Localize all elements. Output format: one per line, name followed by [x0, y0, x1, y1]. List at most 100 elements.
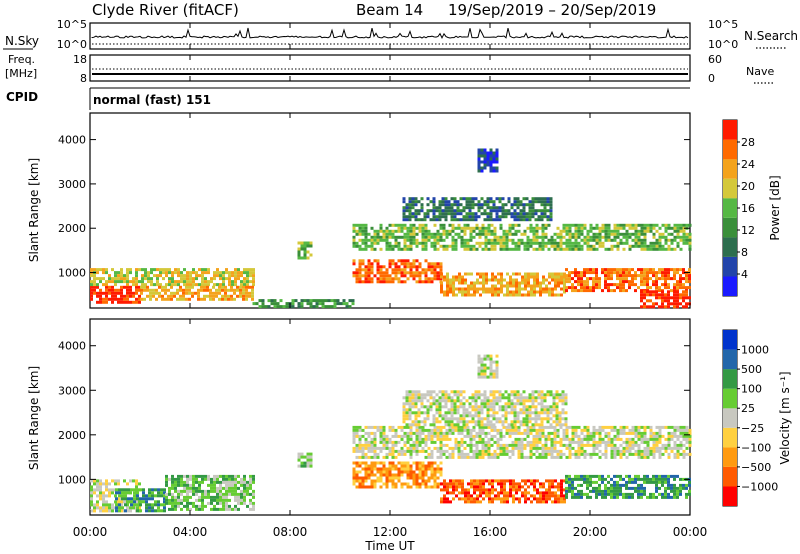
velocity-cell: [679, 483, 682, 487]
velocity-cell: [111, 503, 114, 507]
velocity-cell: [682, 486, 685, 490]
velocity-cell: [358, 464, 362, 468]
velocity-cell: [631, 486, 634, 490]
velocity-cell: [183, 504, 186, 508]
power-cell: [470, 272, 473, 276]
velocity-cell: [548, 485, 551, 489]
velocity-cell: [622, 431, 626, 435]
velocity-cell: [589, 434, 593, 438]
velocity-cell: [563, 488, 566, 492]
velocity-cell: [688, 483, 691, 487]
velocity-cell: [474, 399, 478, 403]
velocity-cell: [438, 411, 442, 415]
velocity-cell: [577, 452, 581, 456]
power-cell: [212, 294, 215, 298]
power-cell: [321, 305, 325, 309]
power-cell: [111, 297, 114, 301]
power-cell: [442, 247, 446, 251]
velocity-cell: [210, 498, 213, 502]
power-cell: [661, 232, 665, 236]
velocity-cell: [129, 506, 132, 510]
power-cell: [516, 197, 520, 201]
velocity-cell: [517, 428, 521, 432]
power-cell: [553, 247, 557, 251]
velocity-cell: [646, 474, 649, 478]
power-cell: [508, 247, 512, 251]
velocity-cell: [583, 428, 587, 432]
power-cell: [126, 280, 129, 284]
power-cell: [541, 247, 545, 251]
velocity-cell: [415, 464, 419, 468]
velocity-cell: [102, 509, 105, 513]
power-cell: [592, 247, 596, 251]
power-cell: [507, 212, 511, 216]
power-cell: [643, 283, 646, 287]
velocity-cell: [364, 431, 368, 435]
velocity-cell: [598, 443, 602, 447]
velocity-cell: [619, 486, 622, 490]
velocity-cell: [685, 425, 689, 429]
velocity-cell: [607, 486, 610, 490]
power-cell: [222, 277, 225, 281]
velocity-cell: [102, 482, 105, 486]
power-cell: [487, 223, 491, 227]
power-cell: [485, 278, 488, 282]
velocity-cell: [478, 437, 482, 441]
velocity-cell: [622, 495, 625, 499]
velocity-cell: [373, 473, 377, 477]
power-cell: [574, 274, 577, 278]
power-cell: [417, 200, 421, 204]
velocity-cell: [154, 509, 157, 513]
power-cell: [518, 287, 521, 291]
velocity-cell: [252, 504, 255, 508]
velocity-cell: [414, 396, 418, 400]
velocity-cell: [532, 425, 536, 429]
power-cell: [658, 268, 661, 272]
power-cell: [547, 247, 551, 251]
power-cell: [534, 200, 538, 204]
power-cell: [426, 215, 430, 219]
velocity-cell: [309, 455, 313, 459]
velocity-cell: [453, 393, 457, 397]
velocity-cell: [625, 431, 629, 435]
velocity-cell: [610, 452, 614, 456]
velocity-cell: [535, 428, 539, 432]
velocity-cell: [542, 482, 545, 486]
power-cell: [640, 283, 643, 287]
velocity-cell: [385, 446, 389, 450]
velocity-cell: [531, 399, 535, 403]
velocity-cell: [370, 446, 374, 450]
power-cell: [212, 297, 215, 301]
power-cell: [361, 268, 365, 272]
velocity-cell: [451, 446, 455, 450]
velocity-cell: [568, 452, 572, 456]
velocity-cell: [577, 443, 581, 447]
power-cell: [475, 232, 479, 236]
power-cell: [364, 241, 368, 245]
power-cell: [607, 226, 611, 230]
velocity-cell: [619, 474, 622, 478]
velocity-cell: [631, 428, 635, 432]
power-cell: [114, 288, 117, 292]
velocity-cell: [553, 425, 557, 429]
power-cell: [189, 274, 192, 278]
velocity-cell: [429, 393, 433, 397]
velocity-cell: [577, 449, 581, 453]
power-cell: [123, 297, 126, 301]
velocity-cell: [480, 408, 484, 412]
velocity-cell: [557, 494, 560, 498]
velocity-cell: [506, 494, 509, 498]
power-cell: [358, 223, 362, 227]
power-cell: [489, 160, 493, 164]
velocity-cell: [417, 408, 421, 412]
velocity-cell: [551, 494, 554, 498]
velocity-cell: [524, 482, 527, 486]
velocity-cell: [490, 434, 494, 438]
power-cell: [105, 291, 108, 295]
power-cell: [655, 244, 659, 248]
velocity-cell: [543, 399, 547, 403]
power-cell: [333, 305, 337, 309]
velocity-cell: [427, 476, 431, 480]
velocity-cell: [118, 494, 121, 498]
power-cell: [117, 288, 120, 292]
